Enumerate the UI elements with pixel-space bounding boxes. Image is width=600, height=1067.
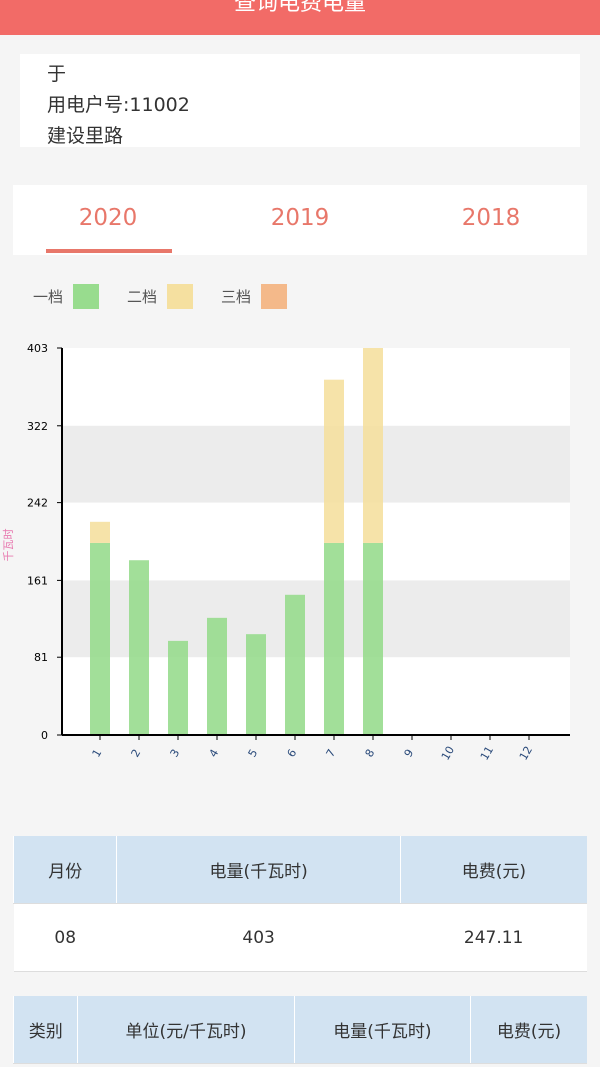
y-tick-label: 0 — [41, 729, 48, 742]
bar-segment — [363, 348, 383, 543]
th: 电量(千瓦时) — [116, 836, 401, 904]
grid-band — [62, 425, 570, 503]
th: 电费(元) — [470, 996, 587, 1064]
y-tick-label: 242 — [27, 497, 48, 510]
x-tick-label: 11 — [478, 744, 496, 763]
td: 08 — [13, 903, 117, 972]
bar-segment — [168, 640, 188, 735]
th: 电费(元) — [399, 836, 587, 904]
y-tick-label: 81 — [34, 651, 48, 664]
y-axis-label: 千瓦时 — [2, 529, 15, 562]
bar-segment — [207, 617, 227, 735]
x-tick-label: 6 — [285, 747, 300, 760]
bar-segment — [90, 521, 110, 543]
bar-segment — [246, 634, 266, 735]
tab-underline — [46, 249, 172, 253]
x-tick-label: 2 — [129, 747, 144, 760]
year-tabs: 2020 2019 2018 — [13, 185, 587, 255]
x-tick-label: 10 — [439, 744, 457, 763]
bar-segment — [324, 379, 344, 543]
year-tab[interactable]: 2020 — [78, 205, 138, 231]
td: 403 — [116, 903, 401, 972]
th: 电量(千瓦时) — [293, 996, 471, 1064]
bar-segment — [363, 542, 383, 735]
y-tick-label: 403 — [27, 342, 48, 355]
x-tick-label: 1 — [90, 747, 105, 760]
x-tick-label: 3 — [168, 747, 183, 760]
legend-label: 三档 — [221, 288, 251, 306]
header-title: 查询电费电量 — [233, 0, 366, 16]
th: 类别 — [12, 996, 78, 1064]
year-tab[interactable]: 2019 — [270, 205, 330, 231]
bar-segment — [90, 542, 110, 735]
legend-swatch — [167, 284, 193, 309]
legend-label: 一档 — [33, 288, 63, 306]
summary-table: 月份 电量(千瓦时) 电费(元) 08 403 247.11 — [12, 836, 587, 972]
x-tick-label: 9 — [402, 747, 417, 760]
bar-segment — [129, 560, 149, 735]
td: 247.11 — [400, 903, 587, 972]
x-tick-label: 4 — [207, 747, 222, 760]
th: 单位(元/千瓦时) — [77, 996, 295, 1064]
x-tick-label: 7 — [324, 747, 339, 760]
x-tick-label: 12 — [517, 744, 535, 763]
legend-swatch — [73, 284, 99, 309]
x-tick-label: 5 — [246, 747, 261, 760]
bar-segment — [285, 594, 305, 735]
legend-label: 二档 — [127, 288, 157, 306]
bar-segment — [324, 542, 344, 735]
account-address: 建设里路 — [47, 125, 124, 147]
y-tick-label: 161 — [27, 574, 48, 587]
legend-swatch — [261, 284, 287, 309]
app-header: 查询电费电量 — [0, 0, 600, 35]
account-name: 于 — [47, 63, 67, 85]
account-card: 于 用电户号:11002 建设里路 — [20, 54, 580, 147]
detail-table: 类别 单位(元/千瓦时) 电量(千瓦时) 电费(元) — [12, 996, 587, 1064]
x-tick-label: 8 — [363, 747, 378, 760]
year-tab[interactable]: 2018 — [461, 205, 521, 231]
th: 月份 — [12, 836, 117, 904]
account-number: 用电户号:11002 — [47, 94, 190, 116]
y-tick-label: 322 — [27, 420, 48, 433]
